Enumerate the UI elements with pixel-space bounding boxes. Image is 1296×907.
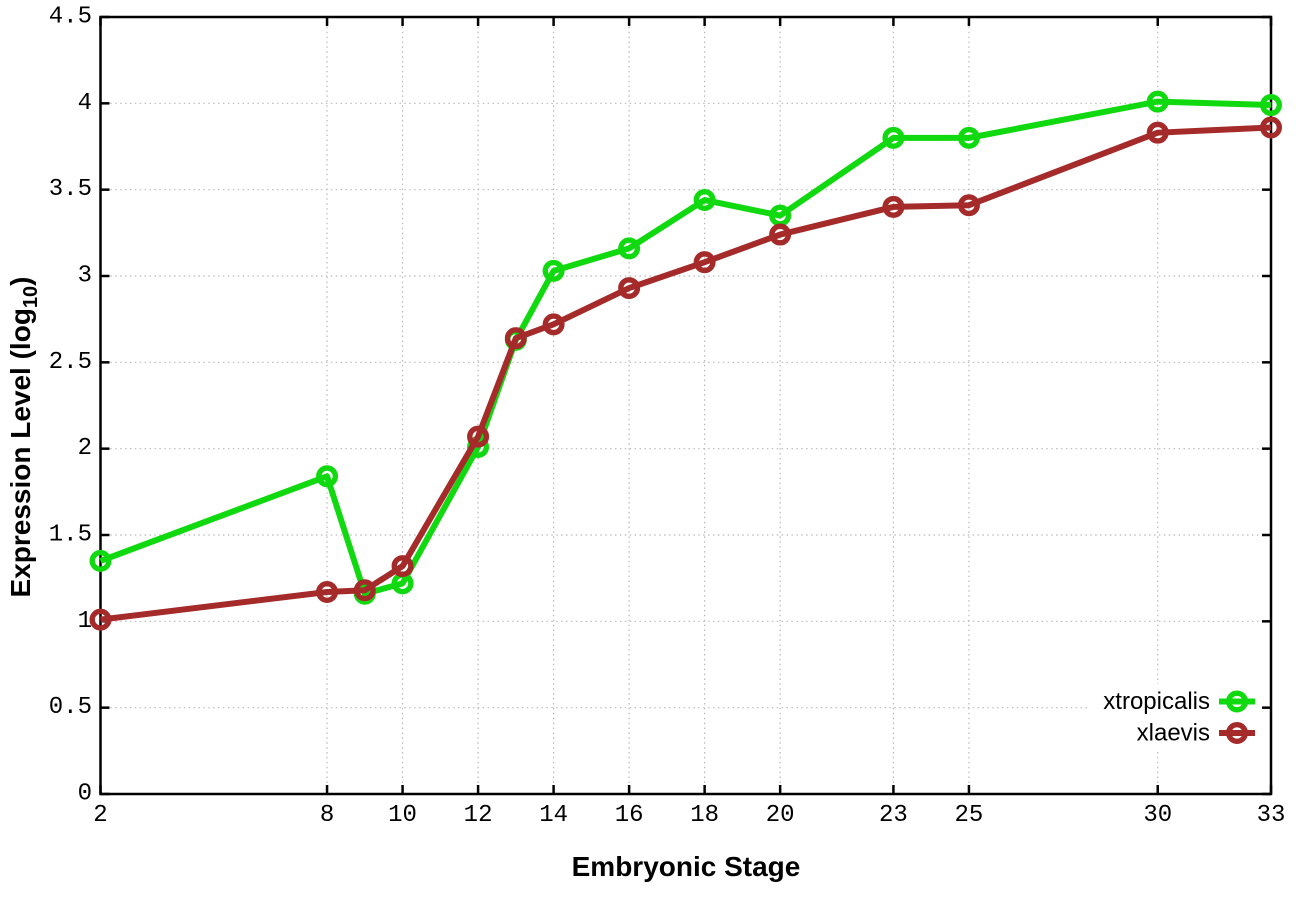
y-tick-labels: 0 0.5 1 1.5 2 2.5 3 3.5 4 4.5 (49, 4, 92, 808)
x-tick-label-25: 25 (955, 802, 984, 829)
x-axis-title: Embryonic Stage (572, 851, 801, 882)
y-tick-label-4: 4 (78, 90, 92, 117)
series-xlaevis (89, 116, 1282, 631)
series-xlaevis-marker-stage-30 (1146, 121, 1169, 144)
x-tick-label-20: 20 (766, 802, 795, 829)
x-tick-label-10: 10 (388, 802, 417, 829)
x-tick-label-2: 2 (93, 802, 107, 829)
legend-marker-sample-xtropicalis (1225, 690, 1248, 713)
x-tick-label-23: 23 (879, 802, 908, 829)
y-tick-label-2.5: 2.5 (49, 349, 92, 376)
series-xtropicalis-marker-stage-14 (542, 259, 565, 282)
y-tick-label-3: 3 (78, 263, 92, 290)
series-xlaevis-marker-stage-23 (882, 195, 905, 218)
legend-label-xtropicalis: xtropicalis (1103, 688, 1210, 715)
series-xtropicalis-marker-stage-23 (882, 126, 905, 149)
series-xtropicalis-marker-stage-30 (1146, 90, 1169, 113)
series-xtropicalis-line (99, 98, 1272, 597)
series-xtropicalis-marker-stage-2 (89, 549, 112, 572)
series-xtropicalis-marker-stage-16 (618, 237, 641, 260)
series-xlaevis-marker-stage-12 (467, 425, 490, 448)
series-xtropicalis (89, 90, 1282, 605)
y-axis-title-prefix: Expression Level (log (5, 308, 36, 597)
y-tick-label-2: 2 (78, 435, 92, 462)
y-tick-label-1: 1 (78, 608, 92, 635)
legend-marker-sample-xlaevis (1225, 722, 1248, 745)
series-xlaevis-marker-stage-13 (504, 327, 527, 350)
axes (99, 15, 1273, 796)
legend: xtropicalis xlaevis (1090, 684, 1262, 750)
series-xlaevis-marker-stage-20 (769, 223, 792, 246)
y-tick-label-0.5: 0.5 (49, 694, 92, 721)
y-tick-label-0: 0 (78, 781, 92, 808)
series-xlaevis-marker-stage-25 (957, 194, 980, 217)
y-axis-title: Expression Level (log10) (5, 277, 42, 598)
series-xtropicalis-marker-stage-25 (957, 126, 980, 149)
series-xlaevis-marker-stage-9 (353, 579, 376, 602)
x-tick-label-16: 16 (615, 802, 644, 829)
y-axis-title-subscript: 10 (20, 286, 42, 308)
x-tick-label-14: 14 (539, 802, 568, 829)
x-tick-label-12: 12 (464, 802, 493, 829)
series-xlaevis-marker-stage-8 (316, 580, 339, 603)
series-xlaevis-marker-stage-14 (542, 313, 565, 336)
series-xlaevis-marker-stage-33 (1259, 116, 1282, 139)
x-tick-label-8: 8 (320, 802, 334, 829)
series-xlaevis-marker-stage-10 (391, 555, 414, 578)
series-xtropicalis-marker-stage-8 (316, 465, 339, 488)
y-axis-title-suffix: ) (5, 277, 36, 286)
x-tick-label-18: 18 (690, 802, 719, 829)
plot-border (99, 15, 1273, 796)
x-tick-label-30: 30 (1143, 802, 1172, 829)
series-xtropicalis-marker-stage-18 (693, 189, 716, 212)
y-tick-label-3.5: 3.5 (49, 176, 92, 203)
legend-item-xlaevis: xlaevis (1137, 720, 1255, 747)
legend-item-xtropicalis: xtropicalis (1103, 688, 1255, 715)
series-xtropicalis-marker-stage-33 (1259, 94, 1282, 117)
series-xlaevis-marker-stage-2 (89, 608, 112, 631)
series-xlaevis-marker-stage-16 (618, 277, 641, 300)
y-tick-label-1.5: 1.5 (49, 522, 92, 549)
series-xlaevis-marker-stage-18 (693, 251, 716, 274)
y-tick-label-4.5: 4.5 (49, 4, 92, 31)
legend-label-xlaevis: xlaevis (1137, 720, 1210, 747)
gridlines (99, 16, 1272, 795)
series-xlaevis-line (100, 124, 1272, 623)
x-tick-label-33: 33 (1257, 802, 1286, 829)
x-tick-labels: 2 8 10 12 14 16 18 20 23 25 30 33 (93, 802, 1285, 829)
